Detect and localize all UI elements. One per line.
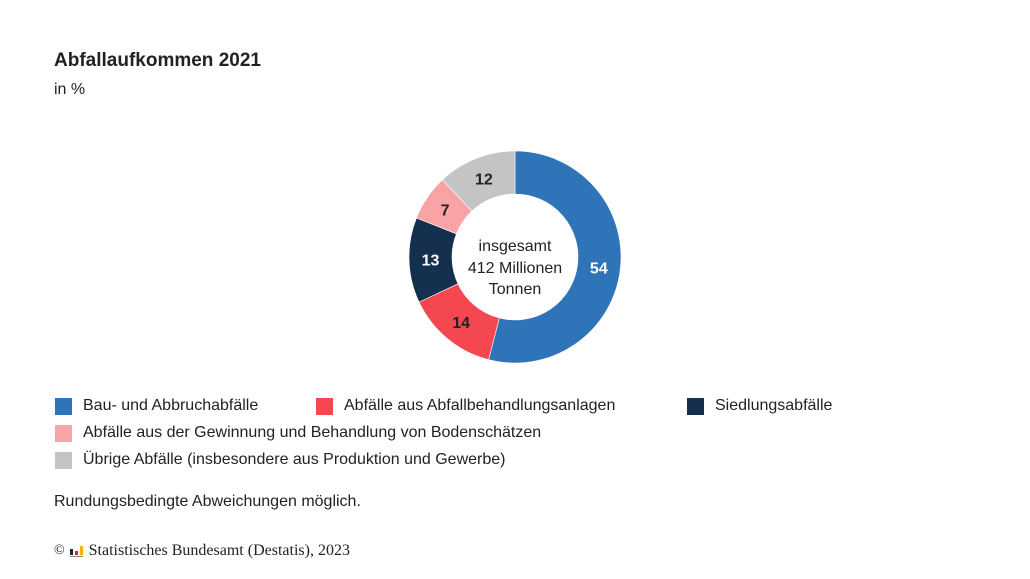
legend-swatch [55,424,72,442]
donut-slice-1[interactable] [488,150,622,364]
legend-item-uebrige[interactable]: Übrige Abfälle (insbesondere aus Produkt… [55,451,505,469]
legend-item-bodenschaetze[interactable]: Abfälle aus der Gewinnung und Behandlung… [55,424,541,442]
copyright-icon: © [54,543,65,558]
legend-label: Siedlungsabfälle [715,397,833,414]
chart-subtitle: in % [54,81,86,98]
source-line: © Statistisches Bundesamt (Destatis), 20… [54,542,350,560]
donut-value-label-3: 13 [422,253,440,270]
legend-label: Bau- und Abbruchabfälle [83,397,259,414]
legend-label: Abfälle aus Abfallbehandlungsanlagen [344,397,616,414]
donut-chart: 54 14 13 7 12 insgesamt 412 Millionen Tonnen [408,150,622,364]
source-text[interactable]: Statistisches Bundesamt (Destatis), 2023 [88,542,350,559]
legend-item-siedlungsabfaelle[interactable]: Siedlungsabfälle [687,397,832,415]
donut-value-label-1: 54 [590,261,608,278]
donut-value-label-4: 7 [441,203,450,220]
legend-swatch [55,451,72,469]
legend-item-abfallbehandlungsanlagen[interactable]: Abfälle aus Abfallbehandlungsanlagen [316,397,615,415]
center-label-line-3: Tonnen [489,281,542,298]
donut-value-labels: 54 14 13 7 12 [422,171,608,332]
rounding-note: Rundungsbedingte Abweichungen möglich. [54,493,361,510]
legend-swatch [316,397,333,415]
donut-slices [408,150,622,364]
donut-slice-5[interactable] [442,150,516,212]
donut-value-label-5: 12 [475,171,493,188]
legend-item-bau-abbruch[interactable]: Bau- und Abbruchabfälle [55,397,258,415]
center-label-line-2: 412 Millionen [468,260,562,277]
legend-label: Abfälle aus der Gewinnung und Behandlung… [83,424,542,441]
legend-swatch [687,397,704,415]
legend-swatch [55,397,72,415]
donut-value-label-2: 14 [452,315,470,332]
legend-label: Übrige Abfälle (insbesondere aus Produkt… [83,451,506,468]
destatis-logo-icon [69,545,83,557]
center-label-line-1: insgesamt [479,238,552,255]
chart-title: Abfallaufkommen 2021 [54,50,261,71]
